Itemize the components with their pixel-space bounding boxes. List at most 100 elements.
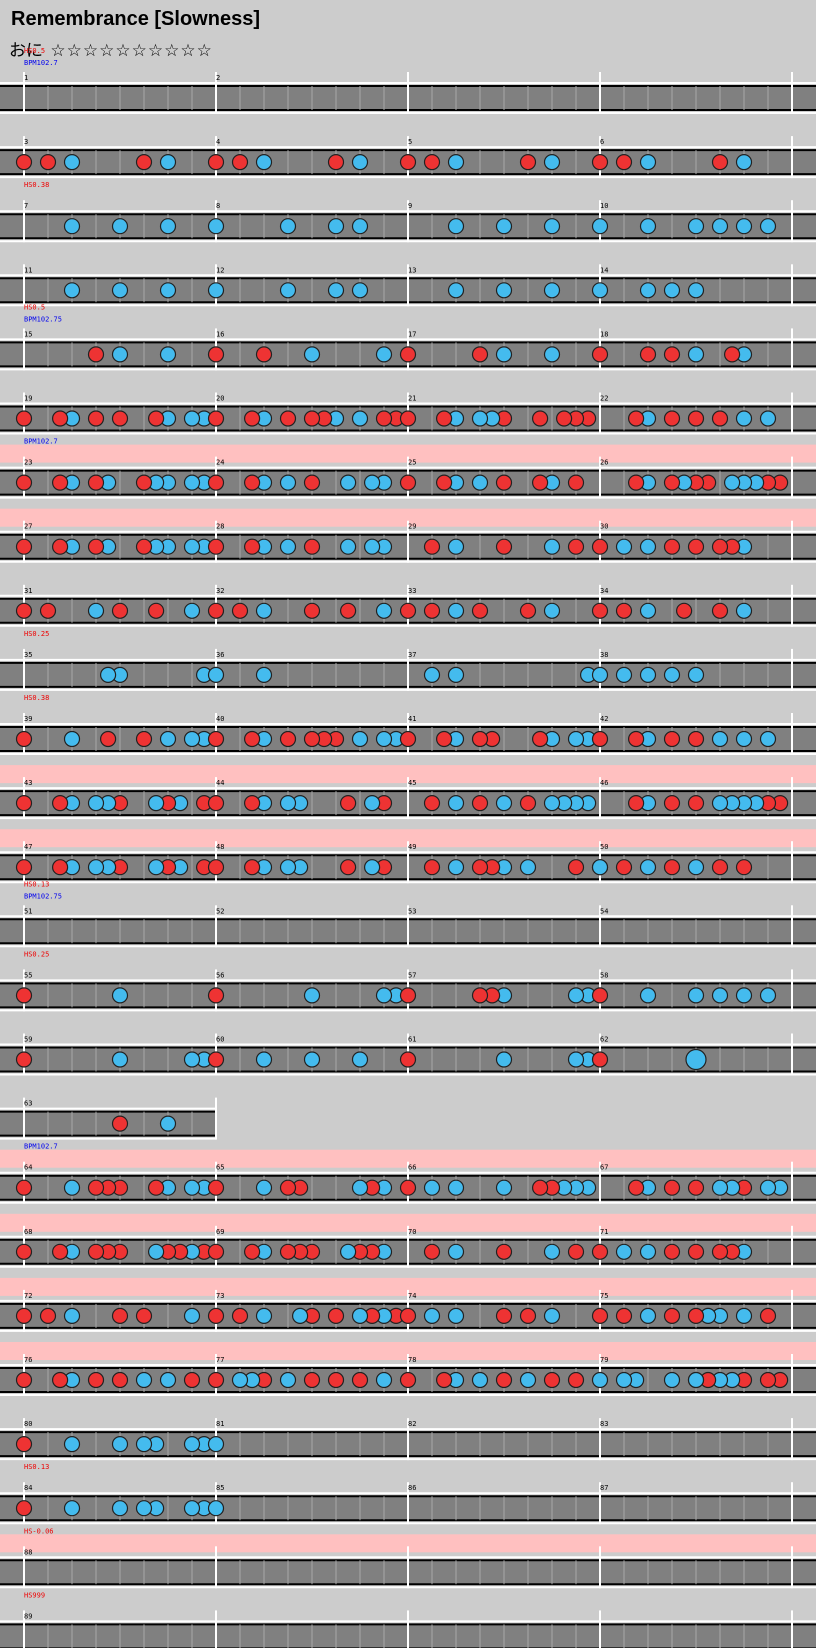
pink-band <box>0 1149 816 1168</box>
ka-note <box>639 1243 657 1260</box>
chart-row: 63 <box>0 1097 217 1140</box>
chart-row: HS0.5 BPM102.7 1 2 <box>0 47 816 114</box>
measure-number: 2 <box>216 74 220 82</box>
measure-number: 23 <box>24 459 32 467</box>
don-note <box>15 730 33 748</box>
don-note <box>87 410 105 427</box>
don-note <box>339 859 357 876</box>
ka-note <box>183 410 201 427</box>
ka-note <box>375 1371 393 1389</box>
chart-row: HS0.13 84 85 86 87 <box>0 1463 816 1525</box>
don-note <box>663 474 681 491</box>
ka-note <box>423 666 441 684</box>
ka-note <box>495 346 513 363</box>
don-note <box>591 987 609 1004</box>
don-note <box>207 1243 225 1260</box>
measure-number: 60 <box>216 1036 224 1044</box>
ka-note <box>447 282 465 299</box>
don-note <box>615 154 633 171</box>
don-note <box>87 538 105 555</box>
measure-number: 15 <box>24 330 32 338</box>
don-note <box>207 1179 225 1196</box>
ka-note <box>351 282 369 299</box>
don-note <box>183 1371 201 1389</box>
don-note <box>735 859 753 876</box>
ka-note <box>639 538 657 555</box>
don-note <box>15 1435 33 1453</box>
ka-note <box>363 474 381 491</box>
measure-number: 51 <box>24 907 32 915</box>
measure-number: 5 <box>408 138 412 146</box>
don-note <box>675 602 693 619</box>
don-note <box>591 602 609 619</box>
ka-note <box>663 1371 681 1389</box>
don-note <box>15 410 33 427</box>
ka-note <box>711 218 729 235</box>
don-note <box>207 154 225 171</box>
ka-note <box>495 218 513 235</box>
don-note <box>51 859 69 876</box>
ka-note <box>711 730 729 748</box>
measure-number: 76 <box>24 1356 32 1364</box>
measure-number: 40 <box>216 715 224 723</box>
measure-number: 85 <box>216 1484 224 1492</box>
measure-number: 4 <box>216 138 220 146</box>
don-note <box>399 474 417 491</box>
ka-note <box>351 1179 369 1196</box>
don-note <box>627 410 645 427</box>
ka-note <box>543 538 561 555</box>
don-note <box>567 538 585 555</box>
ka-note <box>339 538 357 555</box>
ka-note <box>543 154 561 171</box>
measure-number: 73 <box>216 1292 224 1300</box>
measure-number: 26 <box>600 459 608 467</box>
ka-note <box>711 987 729 1004</box>
ka-note <box>327 282 345 299</box>
chart-row: 3 4 5 6 <box>0 136 816 179</box>
don-note <box>723 346 741 363</box>
don-note <box>207 730 225 748</box>
ka-note <box>471 474 489 491</box>
don-note <box>207 346 225 363</box>
measure-number: 68 <box>24 1228 32 1236</box>
hs-label: HS999 <box>24 1591 45 1599</box>
ka-note <box>159 1115 177 1132</box>
don-note <box>399 602 417 619</box>
don-note <box>207 1307 225 1325</box>
pink-band <box>0 829 816 848</box>
measure-number: 14 <box>600 266 608 274</box>
ka-note <box>543 794 561 812</box>
chart-row: HS-0.06 88 <box>0 1527 816 1589</box>
don-note <box>591 730 609 748</box>
measure-number: 82 <box>408 1420 416 1428</box>
don-note <box>399 1371 417 1389</box>
don-note <box>303 538 321 555</box>
ka-note <box>279 538 297 555</box>
hs-label: HS0.38 <box>24 181 49 189</box>
don-note <box>303 1371 321 1389</box>
ka-note <box>183 538 201 555</box>
ka-note <box>591 1371 609 1389</box>
measure-number: 31 <box>24 587 32 595</box>
don-note <box>687 410 705 427</box>
ka-note <box>375 602 393 619</box>
ka-note <box>351 154 369 171</box>
ka-note <box>543 346 561 363</box>
ka-note <box>183 1179 201 1196</box>
chart-row: HS0.13 BPM102.75 51 52 53 54 <box>0 880 816 948</box>
don-note <box>711 538 729 555</box>
ka-note <box>687 218 705 235</box>
ka-note <box>615 538 633 555</box>
measure-number: 62 <box>600 1036 608 1044</box>
measure-number: 66 <box>408 1164 416 1172</box>
ka-note <box>639 154 657 171</box>
ka-note <box>447 859 465 876</box>
ka-note <box>759 987 777 1004</box>
don-note <box>423 602 441 619</box>
don-note <box>567 474 585 491</box>
ka-note <box>147 859 165 876</box>
don-note <box>15 1051 33 1068</box>
don-note <box>663 794 681 812</box>
bpm-label: BPM102.7 <box>24 1143 58 1151</box>
ka-note <box>183 1051 201 1068</box>
